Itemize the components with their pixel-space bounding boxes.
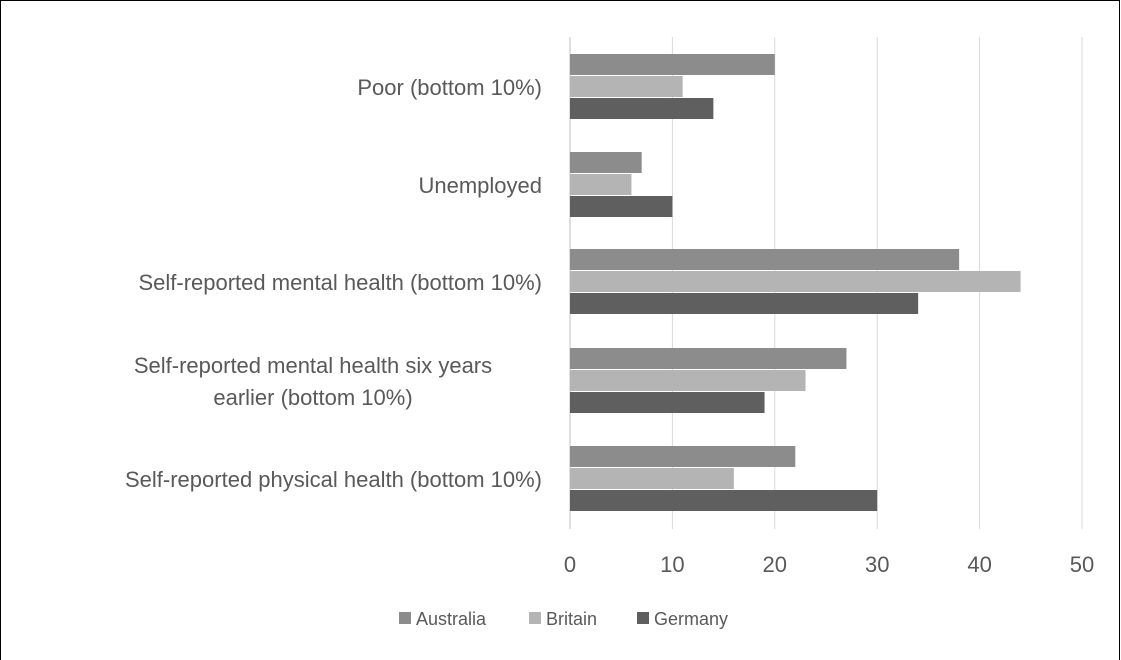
bar-britain-3 bbox=[570, 370, 806, 391]
bars bbox=[570, 54, 1021, 511]
bar-britain-1 bbox=[570, 174, 632, 195]
category-label: earlier (bottom 10%) bbox=[213, 385, 412, 410]
bar-germany-4 bbox=[570, 490, 878, 511]
legend-swatch-germany bbox=[637, 612, 649, 624]
legend-swatch-britain bbox=[529, 612, 541, 624]
category-label: Poor (bottom 10%) bbox=[357, 75, 542, 100]
x-tick-label: 30 bbox=[865, 552, 889, 577]
x-tick-label: 10 bbox=[660, 552, 684, 577]
bar-britain-2 bbox=[570, 271, 1021, 292]
bar-australia-2 bbox=[570, 249, 960, 270]
category-label: Self-reported mental health six years bbox=[134, 353, 492, 378]
bar-germany-2 bbox=[570, 293, 919, 314]
bar-australia-3 bbox=[570, 348, 847, 369]
category-label: Self-reported physical health (bottom 10… bbox=[125, 467, 542, 492]
x-tick-label: 50 bbox=[1070, 552, 1094, 577]
bar-germany-0 bbox=[570, 98, 714, 119]
bar-britain-0 bbox=[570, 76, 683, 97]
legend-label-australia: Australia bbox=[416, 609, 487, 629]
legend-label-britain: Britain bbox=[546, 609, 597, 629]
x-tick-label: 20 bbox=[763, 552, 787, 577]
legend-swatch-australia bbox=[399, 612, 411, 624]
category-label: Unemployed bbox=[418, 173, 542, 198]
x-tick-label: 0 bbox=[564, 552, 576, 577]
category-labels: Poor (bottom 10%) Unemployed Self-reported… bbox=[125, 75, 542, 492]
category-label: Self-reported mental health (bottom 10%) bbox=[138, 270, 542, 295]
bar-australia-4 bbox=[570, 446, 796, 467]
x-tick-label: 40 bbox=[967, 552, 991, 577]
bar-britain-4 bbox=[570, 468, 734, 489]
x-tick-labels: 0 10 20 30 40 50 bbox=[564, 552, 1094, 577]
bar-germany-1 bbox=[570, 196, 673, 217]
legend: Australia Britain Germany bbox=[399, 609, 728, 629]
bar-germany-3 bbox=[570, 392, 765, 413]
bar-australia-0 bbox=[570, 54, 775, 75]
bar-australia-1 bbox=[570, 152, 642, 173]
legend-label-germany: Germany bbox=[654, 609, 728, 629]
